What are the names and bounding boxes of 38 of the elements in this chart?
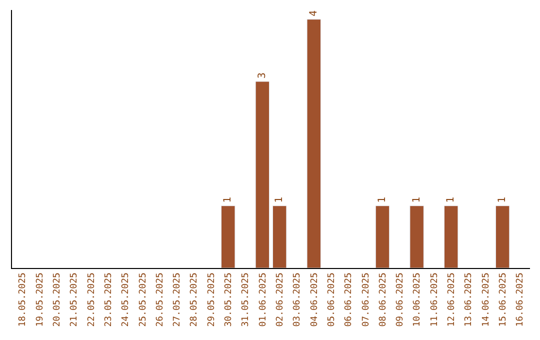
data-label: 1 <box>222 196 234 203</box>
x-tick-label: 04.06.2025 <box>310 272 320 327</box>
x-tick-label: 11.06.2025 <box>430 272 440 327</box>
x-tick-label: 19.05.2025 <box>35 272 46 327</box>
x-tick-label: 06.06.2025 <box>344 272 354 327</box>
data-label: 1 <box>446 196 457 203</box>
x-tick-label: 27.05.2025 <box>172 272 183 327</box>
x-tick-label: 16.06.2025 <box>516 272 526 327</box>
x-tick-label: 03.06.2025 <box>292 272 303 327</box>
x-tick-label: 10.06.2025 <box>412 272 423 327</box>
data-label: 4 <box>308 10 320 16</box>
x-tick-label: 18.05.2025 <box>18 272 28 327</box>
x-tick-label: 23.05.2025 <box>104 272 114 327</box>
data-label: 1 <box>411 196 422 203</box>
data-label: 1 <box>497 196 508 203</box>
x-tick-label: 09.06.2025 <box>396 272 406 327</box>
x-tick-label: 25.05.2025 <box>138 272 148 327</box>
data-label: 1 <box>376 196 388 203</box>
x-tick-label: 21.05.2025 <box>70 272 80 327</box>
x-tick-label: 31.05.2025 <box>241 272 252 327</box>
x-tick-label: 28.05.2025 <box>190 272 200 327</box>
x-tick-label: 02.06.2025 <box>276 272 286 327</box>
x-tick-label: 07.06.2025 <box>361 272 372 327</box>
data-label: 1 <box>274 196 286 203</box>
x-tick-label: 01.06.2025 <box>258 272 268 327</box>
x-tick-label: 12.06.2025 <box>447 272 458 327</box>
x-tick-label: 14.06.2025 <box>481 272 492 327</box>
x-tick-label: 08.06.2025 <box>378 272 388 327</box>
x-tick-label: 20.05.2025 <box>52 272 63 327</box>
x-tick-label: 13.06.2025 <box>464 272 474 327</box>
x-tick-label: 15.06.2025 <box>498 272 508 327</box>
x-tick-label: 30.05.2025 <box>224 272 234 327</box>
x-tick-label: 05.06.2025 <box>326 272 337 327</box>
data-label: 3 <box>256 72 268 78</box>
x-tick-label: 22.05.2025 <box>86 272 97 327</box>
x-tick-label: 26.05.2025 <box>155 272 166 327</box>
x-tick-label: 24.05.2025 <box>121 272 132 327</box>
x-tick-label: 29.05.2025 <box>206 272 217 327</box>
